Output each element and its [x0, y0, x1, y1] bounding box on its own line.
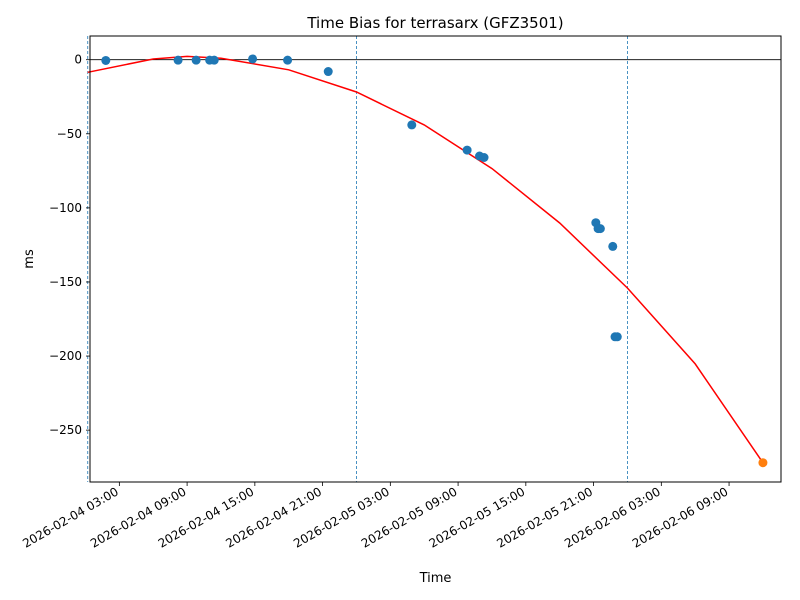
- y-axis-ticks: 0 −50 −100 −150 −200 −250: [49, 53, 90, 437]
- data-point: [323, 67, 333, 77]
- prediction-point: [758, 458, 768, 468]
- chart-title: Time Bias for terrasarx (GFZ3501): [306, 14, 563, 32]
- fit-curve: [87, 55, 764, 464]
- data-point: [462, 145, 472, 155]
- data-point: [407, 120, 417, 130]
- data-points: [101, 54, 768, 468]
- y-axis-label: ms: [22, 249, 37, 269]
- data-point: [209, 55, 219, 65]
- y-tick-label: −50: [57, 127, 82, 141]
- data-point: [479, 153, 489, 163]
- data-point: [595, 224, 605, 234]
- data-point: [173, 55, 183, 65]
- data-point: [283, 55, 293, 65]
- data-point: [101, 55, 111, 65]
- data-point: [191, 55, 201, 65]
- y-tick-label: −250: [49, 423, 82, 437]
- vertical-markers: [87, 36, 628, 482]
- y-tick-label: −200: [49, 349, 82, 363]
- plot-frame: [89, 35, 782, 483]
- data-point: [612, 332, 622, 342]
- y-tick-label: −150: [49, 275, 82, 289]
- y-tick-label: −100: [49, 201, 82, 215]
- y-tick-label: 0: [74, 53, 82, 67]
- x-axis-label: Time: [419, 571, 452, 586]
- data-point: [248, 54, 258, 64]
- data-point: [608, 241, 618, 251]
